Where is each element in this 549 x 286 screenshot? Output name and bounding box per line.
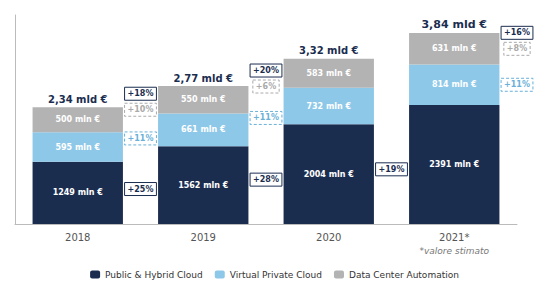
svg-text:3,84 mld €: 3,84 mld € [421, 18, 487, 31]
svg-text:2021*: 2021* [439, 232, 469, 243]
svg-text:+11%: +11% [128, 134, 154, 143]
svg-text:+18%: +18% [128, 89, 154, 98]
svg-text:500 mln €: 500 mln € [55, 115, 100, 124]
svg-text:814 mln €: 814 mln € [432, 80, 477, 89]
svg-text:+11%: +11% [253, 113, 279, 122]
svg-text:+20%: +20% [253, 66, 279, 75]
svg-text:+10%: +10% [128, 105, 154, 114]
svg-text:Public & Hybrid Cloud: Public & Hybrid Cloud [105, 270, 203, 280]
svg-text:550 mln €: 550 mln € [181, 95, 226, 104]
svg-text:2004 mln €: 2004 mln € [304, 170, 355, 179]
svg-text:1249 mln €: 1249 mln € [53, 188, 104, 197]
svg-text:*valore stimato: *valore stimato [420, 246, 490, 256]
svg-text:+6%: +6% [256, 82, 276, 91]
svg-text:+16%: +16% [504, 28, 530, 37]
svg-text:583 mln €: 583 mln € [306, 69, 351, 78]
svg-text:661 mln €: 661 mln € [181, 125, 226, 134]
svg-text:2,77 mld €: 2,77 mld € [173, 73, 233, 84]
svg-text:2,34 mld €: 2,34 mld € [48, 94, 108, 105]
svg-text:Data Center Automation: Data Center Automation [349, 270, 459, 280]
svg-text:+19%: +19% [379, 165, 405, 174]
svg-text:2020: 2020 [316, 232, 341, 243]
svg-text:595 mln €: 595 mln € [55, 143, 100, 152]
svg-text:2019: 2019 [191, 232, 216, 243]
svg-text:+28%: +28% [253, 175, 279, 184]
svg-text:1562 mln €: 1562 mln € [178, 181, 229, 190]
svg-text:3,32 mld €: 3,32 mld € [299, 45, 359, 56]
svg-text:2391 mln €: 2391 mln € [429, 160, 480, 169]
svg-text:+25%: +25% [128, 185, 154, 194]
svg-text:631 mln €: 631 mln € [432, 44, 477, 53]
svg-text:+8%: +8% [507, 44, 527, 53]
svg-text:+11%: +11% [504, 80, 530, 89]
svg-text:2018: 2018 [65, 232, 90, 243]
svg-text:Virtual Private Cloud: Virtual Private Cloud [230, 270, 322, 280]
svg-text:732 mln €: 732 mln € [306, 102, 351, 111]
